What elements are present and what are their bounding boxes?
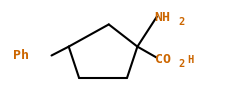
Text: CO: CO	[155, 53, 171, 66]
Text: 2: 2	[178, 59, 184, 69]
Text: NH: NH	[155, 11, 171, 24]
Text: Ph: Ph	[13, 49, 29, 62]
Text: H: H	[187, 55, 194, 65]
Text: 2: 2	[178, 17, 184, 27]
